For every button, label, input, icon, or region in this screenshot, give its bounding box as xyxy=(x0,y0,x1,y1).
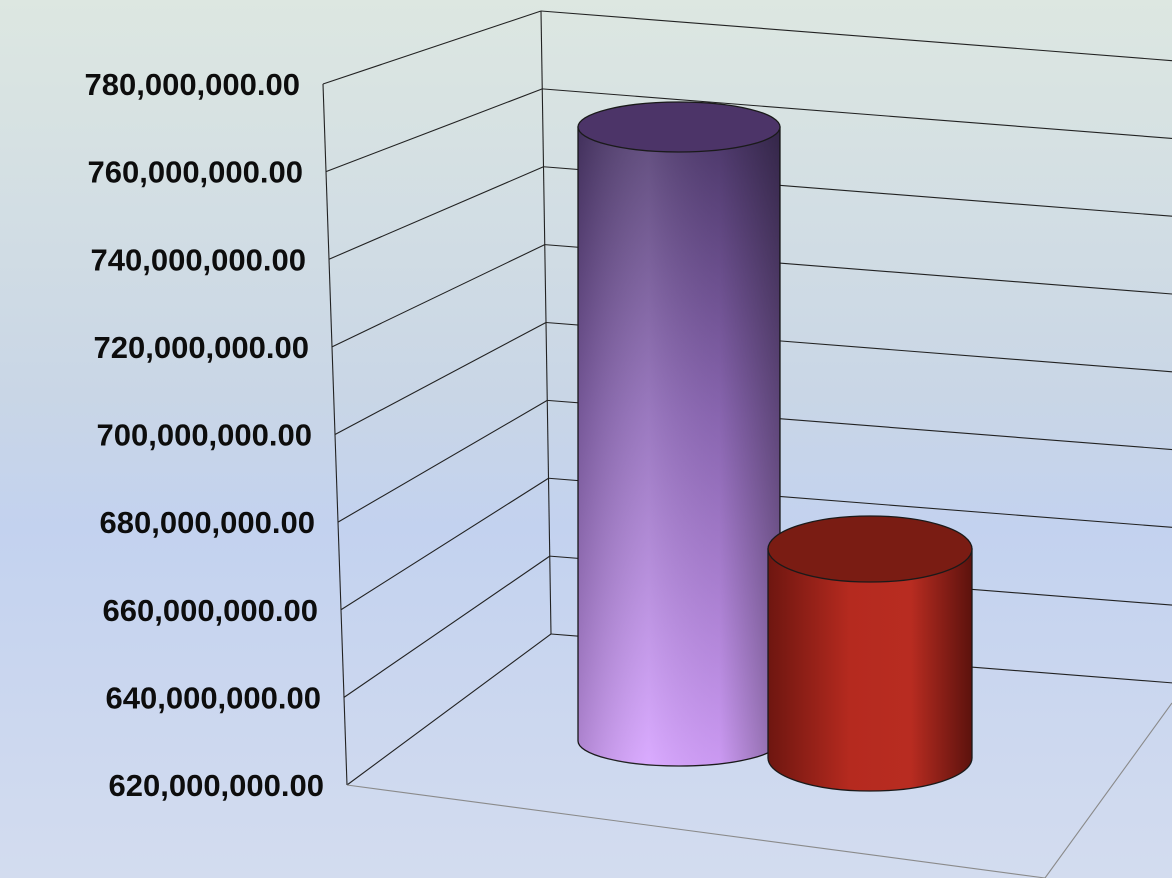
bar-2 xyxy=(767,515,973,792)
gridline-side xyxy=(340,477,549,611)
y-tick-label: 780,000,000.00 xyxy=(85,67,301,102)
gridline-side xyxy=(322,10,542,85)
y-tick-label: 620,000,000.00 xyxy=(109,768,325,803)
y-tick-label: 720,000,000.00 xyxy=(94,330,310,365)
axis-back-edge xyxy=(540,10,552,635)
gridline-side xyxy=(331,244,545,348)
floor-front-edge xyxy=(346,784,1046,878)
floor-right-edge xyxy=(1044,702,1172,878)
gridline-side xyxy=(343,555,551,698)
gridline-side xyxy=(325,88,543,173)
y-tick-label: 760,000,000.00 xyxy=(88,155,304,190)
y-tick-label: 660,000,000.00 xyxy=(103,593,319,628)
gridline-side xyxy=(346,633,552,786)
gridline-back xyxy=(540,10,1172,62)
bar-top-cap xyxy=(577,101,781,153)
bar-1 xyxy=(577,101,781,767)
y-tick-label: 640,000,000.00 xyxy=(106,680,322,715)
bar-top-cap xyxy=(767,515,973,583)
gridline-side xyxy=(334,322,547,435)
axis-front-edge xyxy=(322,83,348,786)
gridline-side xyxy=(328,166,544,260)
y-axis-tick-labels: 620,000,000.00 640,000,000.00 660,000,000.… xyxy=(85,67,325,803)
y-tick-label: 700,000,000.00 xyxy=(97,418,313,453)
y-tick-label: 740,000,000.00 xyxy=(91,242,307,277)
chart-bars xyxy=(577,101,973,792)
gridline-back xyxy=(542,88,1172,139)
y-tick-label: 680,000,000.00 xyxy=(100,505,316,540)
gridline-side xyxy=(337,399,548,523)
